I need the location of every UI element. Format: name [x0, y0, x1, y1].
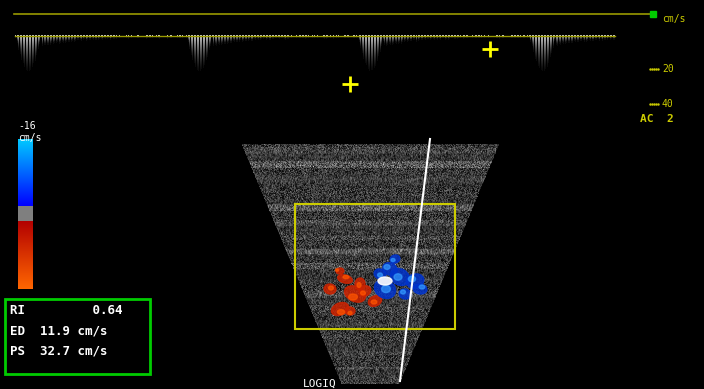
Ellipse shape: [360, 291, 365, 295]
Ellipse shape: [391, 258, 395, 261]
Ellipse shape: [337, 310, 344, 314]
Ellipse shape: [332, 303, 348, 315]
Polygon shape: [5, 299, 150, 374]
Ellipse shape: [338, 275, 352, 283]
Ellipse shape: [335, 269, 339, 271]
Ellipse shape: [401, 290, 406, 294]
Ellipse shape: [384, 265, 390, 270]
Ellipse shape: [382, 286, 391, 293]
Text: 20: 20: [662, 64, 674, 74]
Ellipse shape: [391, 268, 410, 286]
Text: PS  32.7 cm/s: PS 32.7 cm/s: [10, 345, 108, 357]
Ellipse shape: [399, 289, 411, 299]
Ellipse shape: [406, 274, 424, 288]
Ellipse shape: [413, 284, 427, 294]
Ellipse shape: [348, 294, 358, 300]
Text: RI         0.64: RI 0.64: [10, 305, 122, 317]
Ellipse shape: [390, 255, 400, 263]
Ellipse shape: [419, 285, 425, 289]
Ellipse shape: [345, 307, 355, 315]
Ellipse shape: [371, 300, 377, 304]
Ellipse shape: [394, 274, 402, 280]
Ellipse shape: [343, 275, 349, 279]
Ellipse shape: [324, 284, 336, 294]
Text: -16
cm/s: -16 cm/s: [18, 121, 42, 143]
Ellipse shape: [329, 286, 334, 290]
Ellipse shape: [383, 263, 397, 275]
Text: cm/s: cm/s: [662, 14, 686, 24]
Text: 40: 40: [662, 99, 674, 109]
Ellipse shape: [355, 278, 365, 290]
Ellipse shape: [336, 268, 344, 274]
Ellipse shape: [344, 286, 365, 302]
Ellipse shape: [377, 273, 382, 277]
Text: LOGIQ
F: LOGIQ F: [303, 379, 337, 389]
Text: AC  2: AC 2: [640, 114, 674, 124]
Ellipse shape: [368, 296, 382, 307]
Text: ED  11.9 cm/s: ED 11.9 cm/s: [10, 324, 108, 338]
Ellipse shape: [359, 286, 371, 296]
Ellipse shape: [374, 269, 386, 279]
Ellipse shape: [378, 277, 392, 285]
Ellipse shape: [348, 312, 352, 315]
Ellipse shape: [357, 282, 361, 287]
Ellipse shape: [375, 280, 396, 298]
Ellipse shape: [408, 276, 415, 282]
